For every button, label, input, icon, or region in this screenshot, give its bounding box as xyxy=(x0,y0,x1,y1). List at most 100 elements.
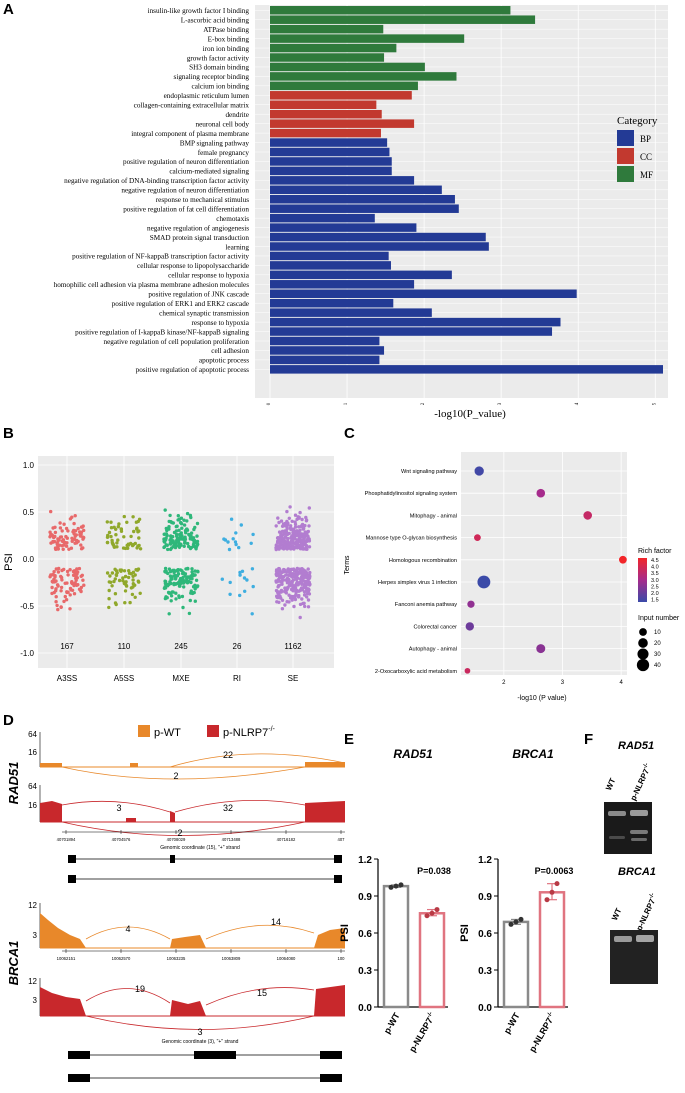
data-point xyxy=(301,525,305,530)
coordinate-tick-label: 40708029 xyxy=(167,837,186,842)
data-point xyxy=(243,589,247,593)
replicate-point xyxy=(393,883,399,889)
data-point xyxy=(238,573,242,577)
data-point xyxy=(228,592,232,596)
data-point xyxy=(167,567,172,571)
x-tick-label: 4 xyxy=(619,680,623,686)
data-point xyxy=(276,516,280,520)
data-point xyxy=(131,578,135,582)
data-point xyxy=(127,569,131,573)
data-point xyxy=(105,520,110,524)
data-point xyxy=(176,514,180,518)
data-point xyxy=(287,578,291,582)
data-point xyxy=(59,605,63,609)
category-label: endoplasmic reticulum lumen xyxy=(164,92,250,100)
input-number-legend-title: Input number xyxy=(638,615,680,622)
coordinate-tick-label: 40701894 xyxy=(57,837,76,842)
y-tick-label: 0.0 xyxy=(23,555,35,564)
data-point xyxy=(283,543,287,548)
bar xyxy=(502,920,530,1009)
data-point xyxy=(287,516,291,520)
data-point xyxy=(228,580,232,585)
data-point xyxy=(297,525,301,529)
category-label: positive regulation of fat cell differen… xyxy=(123,205,249,213)
data-point xyxy=(231,537,235,541)
category-label: neuronal cell body xyxy=(196,120,250,128)
coverage-block xyxy=(314,928,345,948)
x-category-label: A5SS xyxy=(114,674,134,683)
y-tick-label: 0.0 xyxy=(478,1003,492,1014)
data-point xyxy=(163,586,168,590)
rad51-transcript-1 xyxy=(68,855,342,863)
data-point xyxy=(59,585,64,590)
legend-label-bp: BP xyxy=(640,134,651,144)
data-point xyxy=(296,595,301,599)
data-point xyxy=(301,601,305,606)
data-point xyxy=(239,523,243,527)
data-point xyxy=(112,525,116,529)
data-point xyxy=(291,567,296,571)
data-point xyxy=(295,571,299,575)
data-point xyxy=(115,545,119,549)
category-label: positive regulation of JNK cascade xyxy=(148,291,249,299)
legend-label-wt: p-WT xyxy=(154,727,181,739)
size-legend-dot xyxy=(639,628,647,636)
junction-arc xyxy=(169,753,346,768)
data-point xyxy=(282,537,286,542)
data-point xyxy=(307,539,312,543)
bar xyxy=(270,24,384,34)
data-point xyxy=(65,590,69,595)
rich-factor-legend-title: Rich factor xyxy=(638,548,672,555)
data-point xyxy=(65,536,70,540)
y-tick-label: 1.2 xyxy=(478,855,492,866)
data-point xyxy=(72,583,76,588)
data-point xyxy=(298,615,302,620)
coverage-block xyxy=(314,985,345,1016)
p-value-label: P=0.038 xyxy=(417,866,451,876)
data-point xyxy=(105,540,110,545)
x-category-label: RI xyxy=(233,674,241,683)
junction-arc xyxy=(85,926,171,940)
data-point xyxy=(290,598,294,602)
data-point xyxy=(277,583,281,587)
data-point xyxy=(55,603,59,608)
data-point xyxy=(113,592,118,596)
category-label: E-box binding xyxy=(208,35,250,43)
y-tick-label: -1.0 xyxy=(20,649,34,658)
data-point xyxy=(167,525,171,529)
data-point xyxy=(138,547,143,551)
data-point xyxy=(73,541,77,545)
y-tick-label: 0.3 xyxy=(358,966,372,977)
data-point xyxy=(169,534,173,538)
data-point xyxy=(112,545,117,549)
bar xyxy=(270,308,432,317)
category-label: apoptotic process xyxy=(199,357,249,365)
junction-count: 32 xyxy=(223,803,233,813)
bar xyxy=(270,336,380,346)
replicate-point xyxy=(434,907,440,913)
tick-label: 12 xyxy=(28,901,37,910)
data-point xyxy=(183,572,188,576)
data-point xyxy=(193,587,197,591)
bar xyxy=(270,91,412,100)
term-label: Phosphatidylinositol signaling system xyxy=(365,491,458,497)
panel-letter-a: A xyxy=(3,1,14,18)
data-point xyxy=(306,598,311,602)
y-tick-label: 0.5 xyxy=(23,508,35,517)
data-point xyxy=(169,577,173,581)
data-point xyxy=(129,586,134,590)
gel-lane-ko-label: p-NLRP7-/- xyxy=(628,762,652,803)
bar xyxy=(270,81,418,91)
data-point xyxy=(172,582,176,587)
data-point xyxy=(284,591,288,595)
data-point xyxy=(69,588,73,592)
data-point xyxy=(285,527,289,531)
enrichment-dot xyxy=(467,600,475,608)
data-point xyxy=(115,541,119,545)
data-point xyxy=(293,513,298,517)
data-point xyxy=(303,541,307,545)
data-point xyxy=(245,578,249,582)
data-point xyxy=(162,545,166,550)
junction-arc xyxy=(174,799,306,813)
data-point xyxy=(107,605,111,610)
